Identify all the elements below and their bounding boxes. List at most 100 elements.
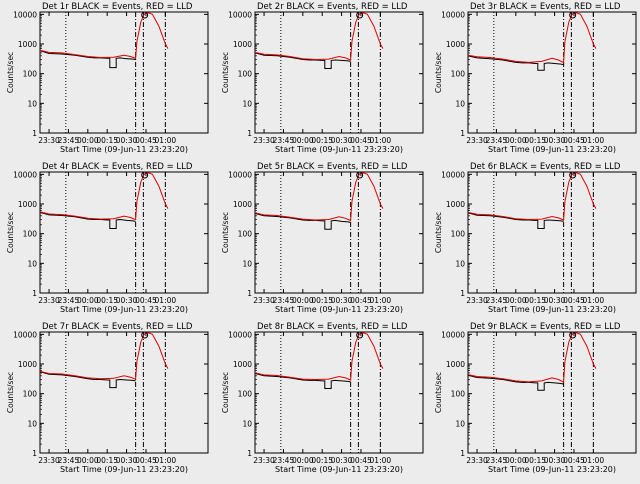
peak-loop-marker xyxy=(141,171,149,179)
x-tick-label: 23:45 xyxy=(58,456,80,465)
x-tick-label: 01:00 xyxy=(370,136,392,145)
x-tick-label: 00:45 xyxy=(563,296,585,305)
chart-panel-3: Det 3r BLACK = Events, RED = LLD 1 10 100 10… xyxy=(434,2,637,154)
y-tick-label: 10000 xyxy=(228,170,252,179)
x-tick-label: 23:45 xyxy=(486,296,508,305)
y-axis-label: Counts/sec xyxy=(6,212,15,253)
y-tick-label: 10000 xyxy=(13,10,37,19)
y-axis-label: Counts/sec xyxy=(221,52,230,93)
y-tick-label: 1 xyxy=(32,449,37,458)
x-tick-label: 23:30 xyxy=(253,136,275,145)
plot-frame xyxy=(39,171,209,294)
lld-series-line xyxy=(468,12,597,64)
lld-series-line xyxy=(255,332,384,381)
x-tick-label: 01:00 xyxy=(583,296,605,305)
peak-loop-marker xyxy=(569,11,577,19)
y-tick-label: 1000 xyxy=(446,200,465,209)
x-tick-label: 00:00 xyxy=(77,456,99,465)
x-tick-label: 00:15 xyxy=(524,136,546,145)
x-tick-label: 23:30 xyxy=(466,136,488,145)
x-tick-label: 00:45 xyxy=(135,136,157,145)
lld-series-line xyxy=(468,332,597,383)
events-series-line xyxy=(40,50,136,69)
chart-panel-8: Det 8r BLACK = Events, RED = LLD 1 10 100 10… xyxy=(221,322,424,474)
y-tick-label: 10000 xyxy=(13,170,37,179)
x-tick-label: 00:15 xyxy=(96,456,118,465)
x-tick-label: 23:45 xyxy=(486,136,508,145)
x-tick-label: 01:00 xyxy=(583,136,605,145)
y-tick-label: 10000 xyxy=(441,330,465,339)
y-tick-label: 10 xyxy=(27,259,37,268)
plot-frame xyxy=(39,11,209,134)
y-tick-label: 10 xyxy=(242,259,252,268)
x-tick-label: 23:30 xyxy=(38,136,60,145)
y-tick-label: 10000 xyxy=(228,10,252,19)
y-tick-label: 100 xyxy=(23,70,38,79)
panel-title: Det 1r BLACK = Events, RED = LLD xyxy=(42,2,193,12)
y-axis-label: Counts/sec xyxy=(6,372,15,413)
panel-title: Det 2r BLACK = Events, RED = LLD xyxy=(257,2,408,12)
panel-title: Det 9r BLACK = Events, RED = LLD xyxy=(470,322,621,332)
x-tick-label: 00:00 xyxy=(77,296,99,305)
y-tick-label: 10000 xyxy=(228,330,252,339)
y-tick-label: 1000 xyxy=(233,360,252,369)
y-tick-label: 1 xyxy=(32,129,37,138)
x-tick-label: 00:15 xyxy=(524,456,546,465)
x-tick-label: 23:30 xyxy=(466,296,488,305)
y-axis-label: Counts/sec xyxy=(221,212,230,253)
y-tick-label: 10000 xyxy=(441,170,465,179)
x-tick-label: 23:45 xyxy=(486,456,508,465)
x-tick-label: 00:15 xyxy=(524,296,546,305)
x-tick-label: 00:45 xyxy=(135,456,157,465)
chart-panel-7: Det 7r BLACK = Events, RED = LLD 1 10 100 10… xyxy=(6,322,209,474)
y-tick-label: 100 xyxy=(451,70,466,79)
x-axis-label: Start Time (09-Jun-11 23:23:20) xyxy=(488,465,616,474)
events-series-line xyxy=(468,374,564,391)
y-tick-label: 10 xyxy=(455,419,465,428)
x-tick-label: 01:00 xyxy=(370,296,392,305)
x-axis-label: Start Time (09-Jun-11 23:23:20) xyxy=(275,145,403,154)
x-tick-label: 00:30 xyxy=(116,136,138,145)
y-tick-label: 1 xyxy=(247,449,252,458)
x-tick-label: 00:30 xyxy=(331,456,353,465)
x-tick-label: 00:00 xyxy=(505,456,527,465)
events-series-line xyxy=(255,52,351,69)
x-tick-label: 23:30 xyxy=(253,456,275,465)
panel-title: Det 7r BLACK = Events, RED = LLD xyxy=(42,322,193,332)
y-tick-label: 100 xyxy=(451,230,466,239)
x-axis-label: Start Time (09-Jun-11 23:23:20) xyxy=(60,465,188,474)
plot-frame xyxy=(467,331,637,454)
x-tick-label: 00:30 xyxy=(544,456,566,465)
y-tick-label: 1000 xyxy=(446,360,465,369)
y-tick-label: 10 xyxy=(455,259,465,268)
x-tick-label: 00:30 xyxy=(544,136,566,145)
lld-series-line xyxy=(255,12,384,61)
lld-series-line xyxy=(40,12,169,59)
x-tick-label: 00:30 xyxy=(544,296,566,305)
x-tick-label: 00:00 xyxy=(292,456,314,465)
x-tick-label: 23:45 xyxy=(273,296,295,305)
x-tick-label: 00:45 xyxy=(563,456,585,465)
peak-loop-marker xyxy=(569,171,577,179)
y-axis-label: Counts/sec xyxy=(221,372,230,413)
x-tick-label: 00:30 xyxy=(116,456,138,465)
y-tick-label: 10000 xyxy=(441,10,465,19)
peak-loop-marker xyxy=(141,331,149,339)
x-axis-label: Start Time (09-Jun-11 23:23:20) xyxy=(275,465,403,474)
panel-title: Det 8r BLACK = Events, RED = LLD xyxy=(257,322,408,332)
panel-title: Det 3r BLACK = Events, RED = LLD xyxy=(470,2,621,12)
x-tick-label: 23:45 xyxy=(58,136,80,145)
lld-series-line xyxy=(468,172,597,221)
x-tick-label: 00:45 xyxy=(350,136,372,145)
x-tick-label: 00:00 xyxy=(292,136,314,145)
x-tick-label: 00:00 xyxy=(292,296,314,305)
x-axis-label: Start Time (09-Jun-11 23:23:20) xyxy=(60,305,188,314)
events-series-line xyxy=(255,373,351,389)
y-tick-label: 1000 xyxy=(233,40,252,49)
x-tick-label: 23:30 xyxy=(253,296,275,305)
y-axis-label: Counts/sec xyxy=(434,212,443,253)
peak-loop-marker xyxy=(356,171,364,179)
y-tick-label: 100 xyxy=(238,230,253,239)
x-tick-label: 00:00 xyxy=(505,296,527,305)
chart-panel-1: Det 1r BLACK = Events, RED = LLD 1 10 100 10… xyxy=(6,2,209,154)
